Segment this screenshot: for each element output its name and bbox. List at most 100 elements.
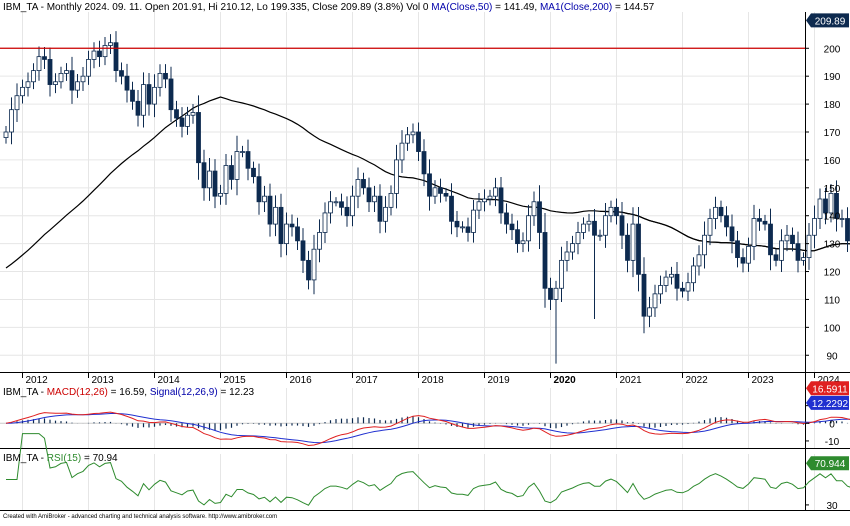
candle-up xyxy=(25,81,31,88)
candle-up xyxy=(713,206,718,219)
candle-up xyxy=(14,95,20,111)
candle-down xyxy=(251,167,256,178)
candle-up xyxy=(608,206,614,217)
candle-down xyxy=(135,100,141,116)
candle-up xyxy=(746,246,751,264)
macd-value-badge: 16.5911 xyxy=(806,381,849,396)
candle-up xyxy=(460,226,465,229)
candle-down xyxy=(757,218,762,222)
candle-up xyxy=(647,307,652,317)
candle-down xyxy=(773,254,779,261)
candle-up xyxy=(482,198,487,203)
candle-up xyxy=(53,81,58,85)
rsi-value-badge-text: 70.944 xyxy=(815,459,846,470)
year-label: 2012 xyxy=(26,375,49,386)
price-tick-label: 160 xyxy=(824,156,841,167)
candle-down xyxy=(47,59,53,85)
candle-up xyxy=(372,195,377,203)
candle-up xyxy=(691,265,696,284)
candle-up xyxy=(410,131,416,136)
candle-up xyxy=(570,243,575,253)
candle-up xyxy=(3,131,9,138)
price-tick-label: 170 xyxy=(824,128,841,139)
candle-up xyxy=(531,201,537,217)
candle-up xyxy=(476,201,482,211)
candle-down xyxy=(641,273,647,317)
candle-down xyxy=(762,220,768,225)
macd-value-badge-shape xyxy=(806,381,849,396)
candle-up xyxy=(702,234,707,256)
candle-up xyxy=(383,206,388,222)
candle-down xyxy=(124,75,130,91)
year-label: 2021 xyxy=(620,375,643,386)
rsi-line xyxy=(6,433,850,506)
candle-up xyxy=(240,151,245,153)
candle-up xyxy=(223,165,229,194)
candle-down xyxy=(504,212,509,225)
candle-up xyxy=(828,192,834,214)
candle-down xyxy=(366,187,372,203)
candle-down xyxy=(245,151,251,169)
candle-up xyxy=(64,70,69,74)
candle-up xyxy=(399,142,405,161)
candle-up xyxy=(658,285,663,295)
candle-up xyxy=(432,187,438,197)
ma50-line xyxy=(599,210,850,252)
year-label: 2023 xyxy=(752,375,775,386)
candle-down xyxy=(542,232,548,289)
candle-up xyxy=(630,223,636,261)
candle-up xyxy=(801,257,806,261)
macd-value-badge-text: 16.5911 xyxy=(812,384,848,395)
candle-up xyxy=(669,273,674,278)
candle-down xyxy=(339,201,344,208)
candle-up xyxy=(806,234,812,258)
signal-value-badge-shape xyxy=(806,395,849,410)
candle-up xyxy=(185,114,190,127)
candle-up xyxy=(520,240,526,245)
year-label: 2020 xyxy=(554,375,577,386)
price-tick-label: 150 xyxy=(824,184,841,195)
candle-down xyxy=(119,70,124,77)
candle-down xyxy=(130,89,135,102)
candle-up xyxy=(20,86,25,97)
candle-down xyxy=(377,195,383,222)
price-tick-label: 100 xyxy=(824,323,841,334)
candle-up xyxy=(328,201,333,214)
candle-up xyxy=(75,81,80,91)
candle-down xyxy=(278,206,284,245)
candle-down xyxy=(674,273,680,289)
candle-down xyxy=(729,226,735,242)
candle-up xyxy=(812,218,817,236)
candle-down xyxy=(718,206,724,217)
macd-header: IBM_TA - MACD(12,26) = 16.59, Signal(12,… xyxy=(3,387,255,398)
candle-down xyxy=(295,226,300,242)
candle-down xyxy=(740,257,746,264)
price-tick-label: 90 xyxy=(826,351,838,362)
candle-down xyxy=(724,215,729,228)
candle-up xyxy=(108,42,113,46)
candle-up xyxy=(58,72,64,83)
candle-down xyxy=(267,195,273,225)
candle-down xyxy=(344,206,350,217)
candle-up xyxy=(322,212,328,233)
candle-down xyxy=(465,226,471,233)
signal-value-badge-text: 12.2292 xyxy=(812,399,849,410)
price-tick-label: 130 xyxy=(824,240,841,251)
candle-up xyxy=(190,112,196,116)
candle-up xyxy=(36,56,42,72)
candle-down xyxy=(113,42,119,72)
candle-up xyxy=(333,201,339,204)
candle-down xyxy=(625,234,630,261)
candle-up xyxy=(597,234,603,237)
candle-up xyxy=(779,240,784,261)
candle-up xyxy=(707,218,713,236)
year-label: 2013 xyxy=(92,375,115,386)
year-label: 2014 xyxy=(158,375,181,386)
candle-up xyxy=(273,206,278,225)
candle-down xyxy=(619,215,625,236)
price-tick-label: 190 xyxy=(824,72,841,83)
candle-up xyxy=(603,215,608,236)
candle-up xyxy=(102,45,108,58)
macd-tick-label: -10 xyxy=(825,437,840,448)
